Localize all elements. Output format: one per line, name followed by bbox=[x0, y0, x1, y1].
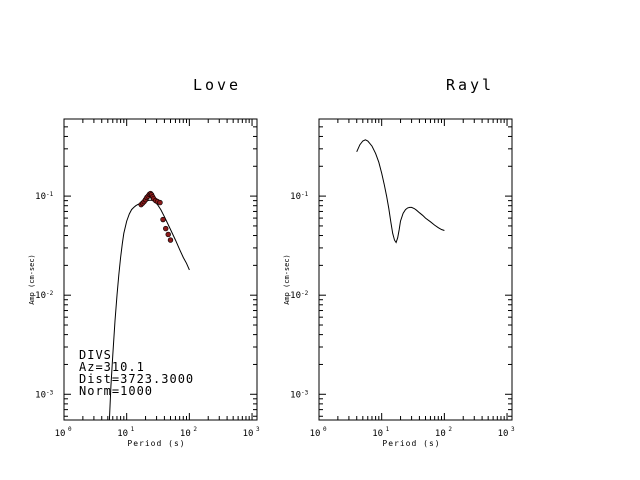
annotation-0: DIVS bbox=[79, 348, 112, 362]
data-point bbox=[163, 225, 169, 232]
x-tick-label: 10 bbox=[55, 429, 66, 439]
x-tick-label: 10 bbox=[180, 429, 191, 439]
x-tick-label-exponent: 1 bbox=[386, 426, 390, 433]
y-tick-label-exponent: -2 bbox=[46, 290, 54, 297]
x-tick-label-exponent: 0 bbox=[323, 426, 327, 433]
data-point bbox=[160, 216, 166, 223]
y-axis-label: Amp (cm-sec) bbox=[283, 254, 291, 305]
x-tick-label: 10 bbox=[117, 429, 128, 439]
annotation-3: Norm=1000 bbox=[79, 384, 153, 398]
series-line bbox=[356, 139, 445, 244]
y-tick-label-exponent: -1 bbox=[301, 191, 309, 198]
x-tick-label: 10 bbox=[498, 429, 509, 439]
x-tick-label: 10 bbox=[243, 429, 254, 439]
x-tick-label-exponent: 3 bbox=[511, 426, 515, 433]
y-tick-label: 10 bbox=[35, 192, 46, 202]
data-point bbox=[157, 199, 163, 206]
y-tick-label: 10 bbox=[35, 291, 46, 301]
y-tick-label: 10 bbox=[290, 192, 301, 202]
chart-title: Love bbox=[193, 76, 241, 94]
annotation-1: Az=310.1 bbox=[79, 360, 145, 374]
x-tick-label: 10 bbox=[372, 429, 383, 439]
plot-frame bbox=[63, 118, 258, 421]
x-tick-label-exponent: 2 bbox=[193, 426, 197, 433]
x-axis-label: Period (s) bbox=[127, 439, 185, 448]
y-tick-label: 10 bbox=[290, 390, 301, 400]
y-tick-label-exponent: -3 bbox=[301, 389, 309, 396]
data-point bbox=[165, 231, 171, 238]
x-tick-label: 10 bbox=[435, 429, 446, 439]
x-axis-label: Period (s) bbox=[382, 439, 440, 448]
x-tick-label-exponent: 1 bbox=[131, 426, 135, 433]
x-tick-label-exponent: 3 bbox=[256, 426, 260, 433]
annotation-2: Dist=3723.3000 bbox=[79, 372, 194, 386]
y-tick-label-exponent: -2 bbox=[301, 290, 309, 297]
x-tick-label: 10 bbox=[310, 429, 321, 439]
y-tick-label-exponent: -3 bbox=[46, 389, 54, 396]
y-tick-label-exponent: -1 bbox=[46, 191, 54, 198]
x-tick-label-exponent: 0 bbox=[68, 426, 72, 433]
x-tick-label-exponent: 2 bbox=[448, 426, 452, 433]
plot-frame bbox=[318, 118, 513, 421]
y-axis-label: Amp (cm-sec) bbox=[28, 254, 36, 305]
chart-title: Rayl bbox=[446, 76, 494, 94]
data-point bbox=[167, 237, 174, 243]
y-tick-label: 10 bbox=[290, 291, 301, 301]
y-tick-label: 10 bbox=[35, 390, 46, 400]
